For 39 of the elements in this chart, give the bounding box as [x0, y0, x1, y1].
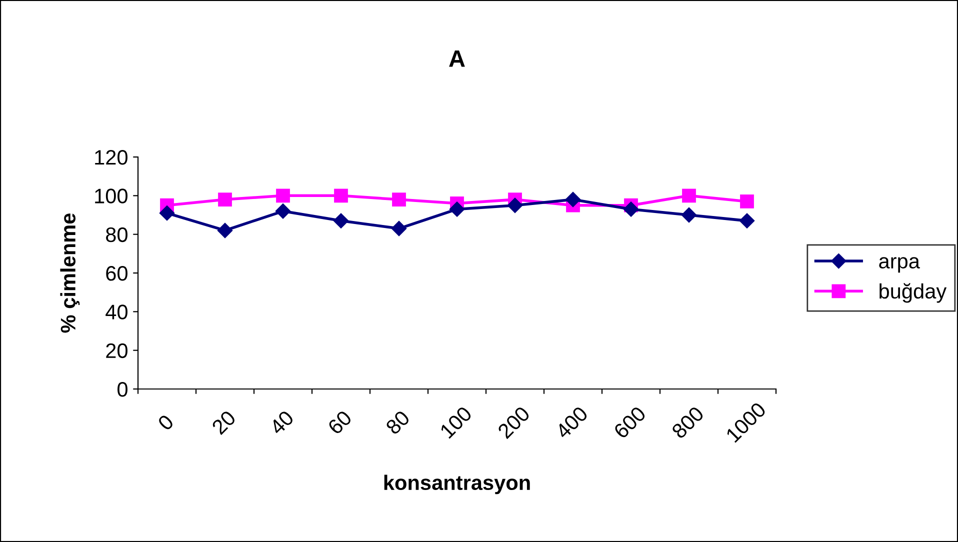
- point: [333, 213, 349, 228]
- x-tick-label: 800: [670, 406, 705, 440]
- legend-label: buğday: [880, 283, 947, 303]
- x-tick-label: 400: [554, 406, 589, 440]
- point: [391, 220, 407, 236]
- point: [276, 188, 290, 203]
- x-tick-label: 60: [327, 410, 353, 436]
- y-tick-label: 60: [106, 266, 128, 281]
- legend-label: arpa: [879, 257, 920, 273]
- point: [682, 188, 696, 203]
- point: [739, 213, 755, 228]
- point: [217, 222, 233, 238]
- y-tick-label: 20: [106, 343, 128, 358]
- x-tick-label: 600: [612, 406, 647, 440]
- y-tick-label: 100: [95, 188, 128, 204]
- point: [275, 204, 291, 219]
- x-tick-label: 80: [384, 410, 411, 436]
- point: [740, 194, 754, 208]
- point: [623, 202, 639, 217]
- point: [449, 202, 465, 217]
- x-tick-label: 0: [157, 414, 174, 432]
- y-axis-title: % çimlenme: [60, 214, 80, 333]
- x-tick-label: 20: [211, 410, 237, 436]
- x-tick-label: 100: [439, 406, 473, 439]
- chart-title: A: [449, 50, 465, 67]
- x-tick-label: 40: [268, 410, 295, 436]
- point: [218, 192, 232, 206]
- point: [334, 188, 348, 203]
- point: [392, 192, 406, 206]
- x-tick-label: 200: [496, 406, 531, 440]
- point: [507, 198, 523, 213]
- point: [681, 207, 697, 223]
- y-tick-label: 40: [106, 304, 128, 320]
- point: [565, 192, 581, 208]
- point: [159, 205, 175, 221]
- x-axis-title: konsantrasyon: [384, 474, 530, 494]
- y-tick-label: 120: [95, 150, 128, 165]
- y-tick-label: 0: [118, 382, 128, 397]
- y-tick-label: 80: [106, 227, 128, 242]
